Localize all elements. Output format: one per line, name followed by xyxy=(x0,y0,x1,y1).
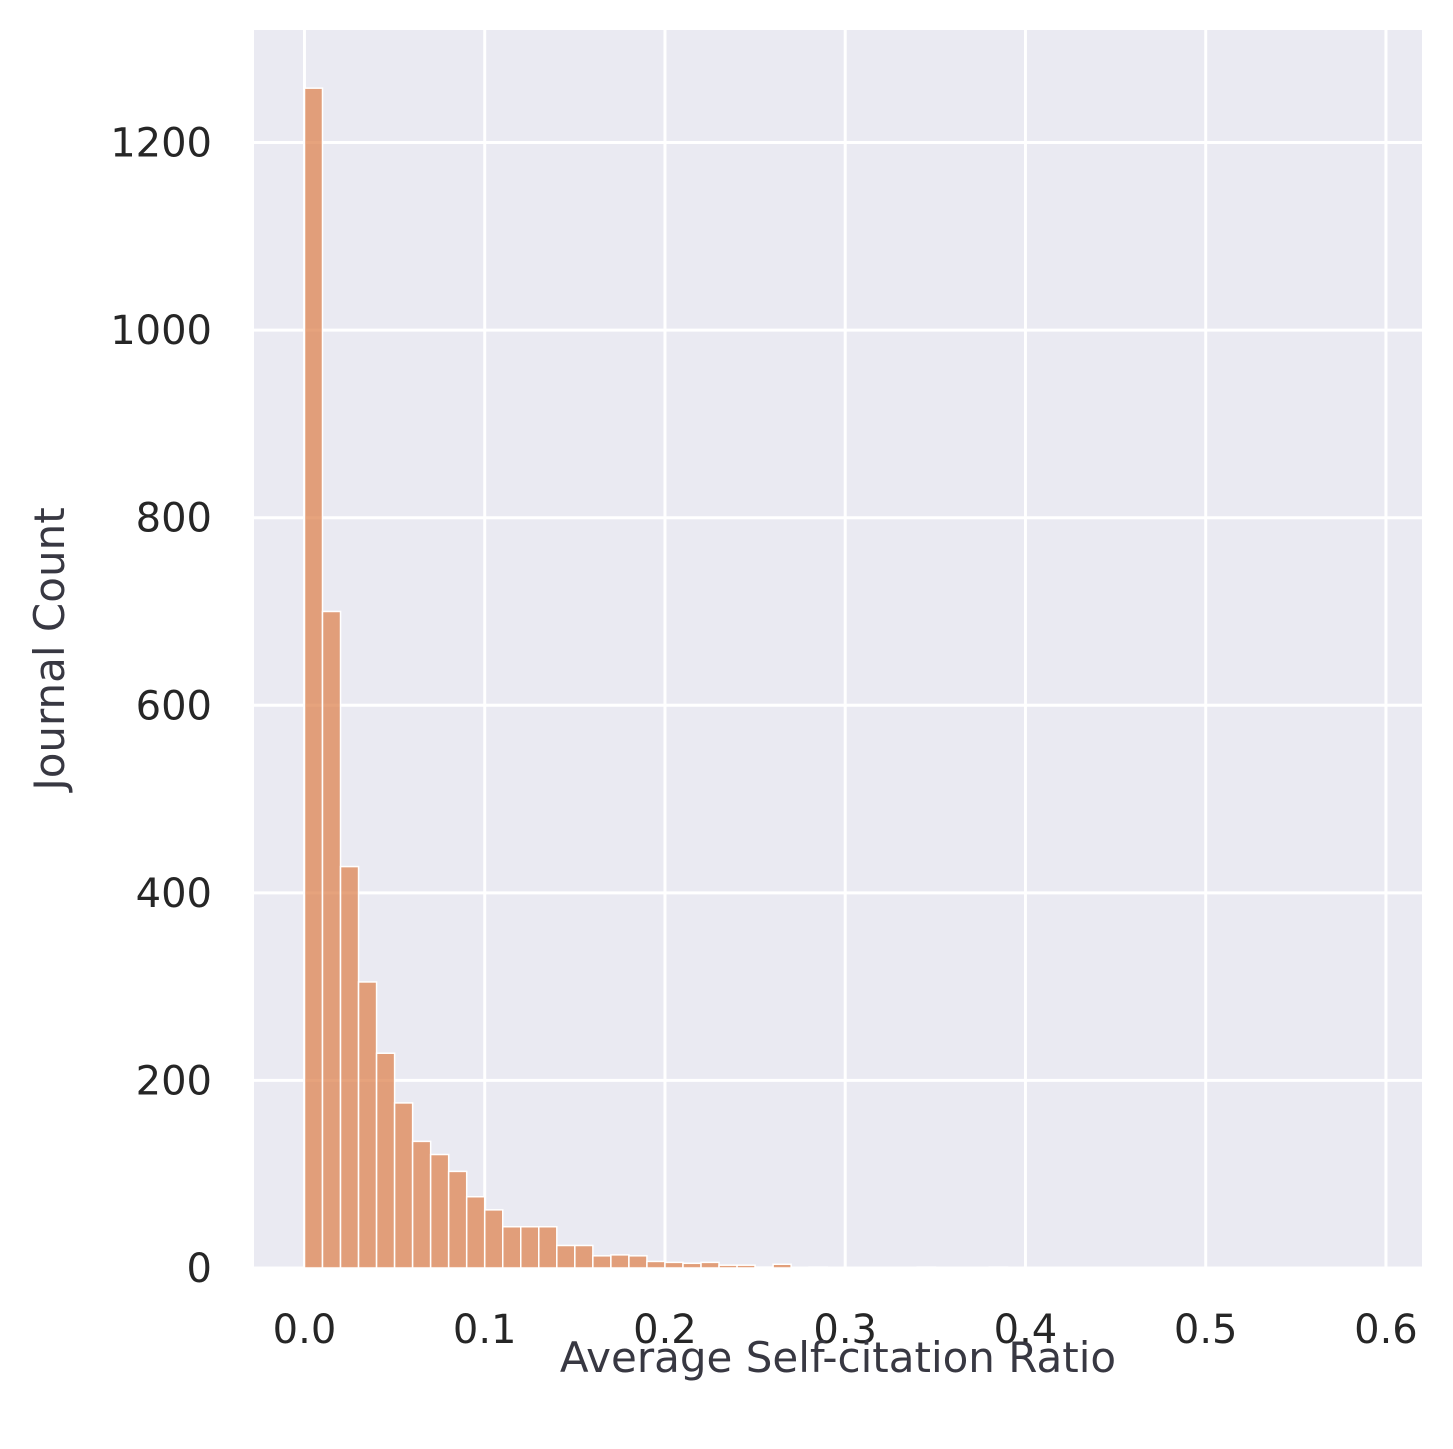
x-tick-label: 0.0 xyxy=(273,1307,337,1353)
histogram-bar xyxy=(574,1244,594,1269)
tick-labels: 0.0 0.1 0.2 0.3 0.4 0.5 0.6 0 200 400 600 800 1000 12… xyxy=(110,121,1418,1353)
histogram-bar xyxy=(520,1225,540,1269)
x-tick-label: 0.4 xyxy=(994,1307,1058,1353)
histogram-bar xyxy=(610,1254,630,1269)
histogram-bars xyxy=(303,87,1009,1269)
y-tick-label: 0 xyxy=(187,1246,212,1292)
y-tick-label: 1200 xyxy=(110,121,212,167)
histogram-bar xyxy=(736,1264,756,1269)
histogram-bar xyxy=(321,610,342,1269)
histogram-bar xyxy=(646,1260,666,1269)
y-tick-label: 800 xyxy=(136,496,212,542)
x-tick-label: 0.3 xyxy=(813,1307,877,1353)
x-tick-label: 0.2 xyxy=(633,1307,697,1353)
histogram-bar xyxy=(357,981,378,1269)
histogram-bar xyxy=(664,1261,684,1269)
histogram-bar xyxy=(393,1102,414,1269)
histogram-bar xyxy=(718,1264,738,1269)
y-tick-label: 1000 xyxy=(110,308,212,354)
y-tick-label: 600 xyxy=(136,683,212,729)
y-tick-label: 200 xyxy=(136,1058,212,1104)
histogram-bar xyxy=(465,1195,486,1269)
histogram-bar xyxy=(339,865,360,1269)
histogram-bar xyxy=(754,1266,774,1269)
histogram-bar xyxy=(501,1225,522,1269)
grid-lines xyxy=(254,30,1422,1270)
histogram-bar xyxy=(375,1052,396,1269)
y-tick-label: 400 xyxy=(136,871,212,917)
histogram-bar xyxy=(429,1153,450,1269)
x-axis-label: Average Self-citation Ratio xyxy=(560,1333,1116,1382)
histogram-bar xyxy=(916,1266,937,1269)
histogram-bar xyxy=(772,1263,792,1269)
histogram-bar xyxy=(700,1261,720,1269)
x-tick-label: 0.1 xyxy=(453,1307,517,1353)
x-tick-label: 0.5 xyxy=(1174,1307,1238,1353)
histogram-bar xyxy=(988,1266,1009,1269)
histogram-bar xyxy=(808,1266,828,1269)
histogram-bar xyxy=(538,1225,558,1269)
y-axis-label: Journal Count xyxy=(25,507,74,793)
histogram-bar xyxy=(303,87,324,1269)
histogram-bar xyxy=(682,1262,702,1269)
histogram-bar xyxy=(447,1170,468,1269)
histogram-bar xyxy=(483,1209,504,1269)
x-tick-label: 0.6 xyxy=(1354,1307,1418,1353)
plot-area xyxy=(254,30,1422,1268)
histogram-bar xyxy=(556,1244,576,1269)
histogram-bar xyxy=(411,1140,432,1269)
histogram-bar xyxy=(628,1255,648,1269)
histogram-bar xyxy=(592,1255,612,1269)
